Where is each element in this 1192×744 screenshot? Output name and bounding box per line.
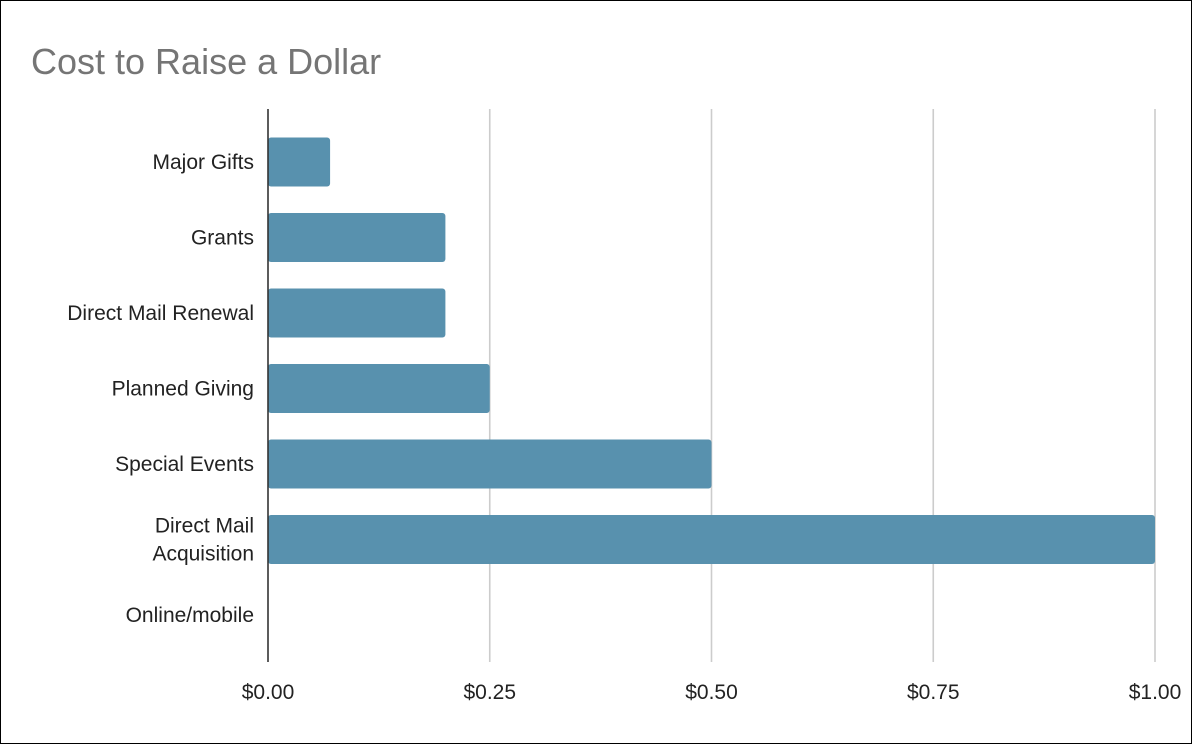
bar [268,364,490,413]
category-label-line: Planned Giving [112,378,254,401]
x-tick-labels: $0.00 $0.25 $0.50 $0.75 $1.00 [242,681,1182,704]
category-label: Online/mobile [126,604,254,627]
category-label-line: Direct Mail [155,515,254,538]
category-label-line: Acquisition [152,543,254,566]
bar [268,515,1155,564]
x-tick-label: $0.25 [463,681,516,704]
category-label: Grants [191,227,254,250]
x-tick-label: $0.50 [685,681,738,704]
category-label: Direct Mail Acquisition [152,515,254,566]
chart-title: Cost to Raise a Dollar [31,41,382,82]
x-tick-label: $0.00 [242,681,295,704]
x-tick-label: $1.00 [1129,681,1182,704]
x-tick-label: $0.75 [907,681,960,704]
category-label: Planned Giving [112,378,254,401]
category-label-line: Online/mobile [126,604,254,627]
bar [268,137,331,187]
bar [268,213,446,262]
bar [268,288,446,338]
grid-lines [488,109,1156,662]
bar [268,439,712,489]
category-label-line: Major Gifts [152,151,254,174]
category-label-line: Grants [191,227,254,250]
category-label: Major Gifts [152,151,254,174]
category-label-line: Special Events [115,453,254,476]
category-label: Special Events [115,453,254,476]
category-label: Direct Mail Renewal [67,302,254,325]
category-labels: Major Gifts Grants Direct Mail Renewal Plan… [67,151,254,627]
bars [268,137,1155,564]
category-label-line: Direct Mail Renewal [67,302,254,325]
